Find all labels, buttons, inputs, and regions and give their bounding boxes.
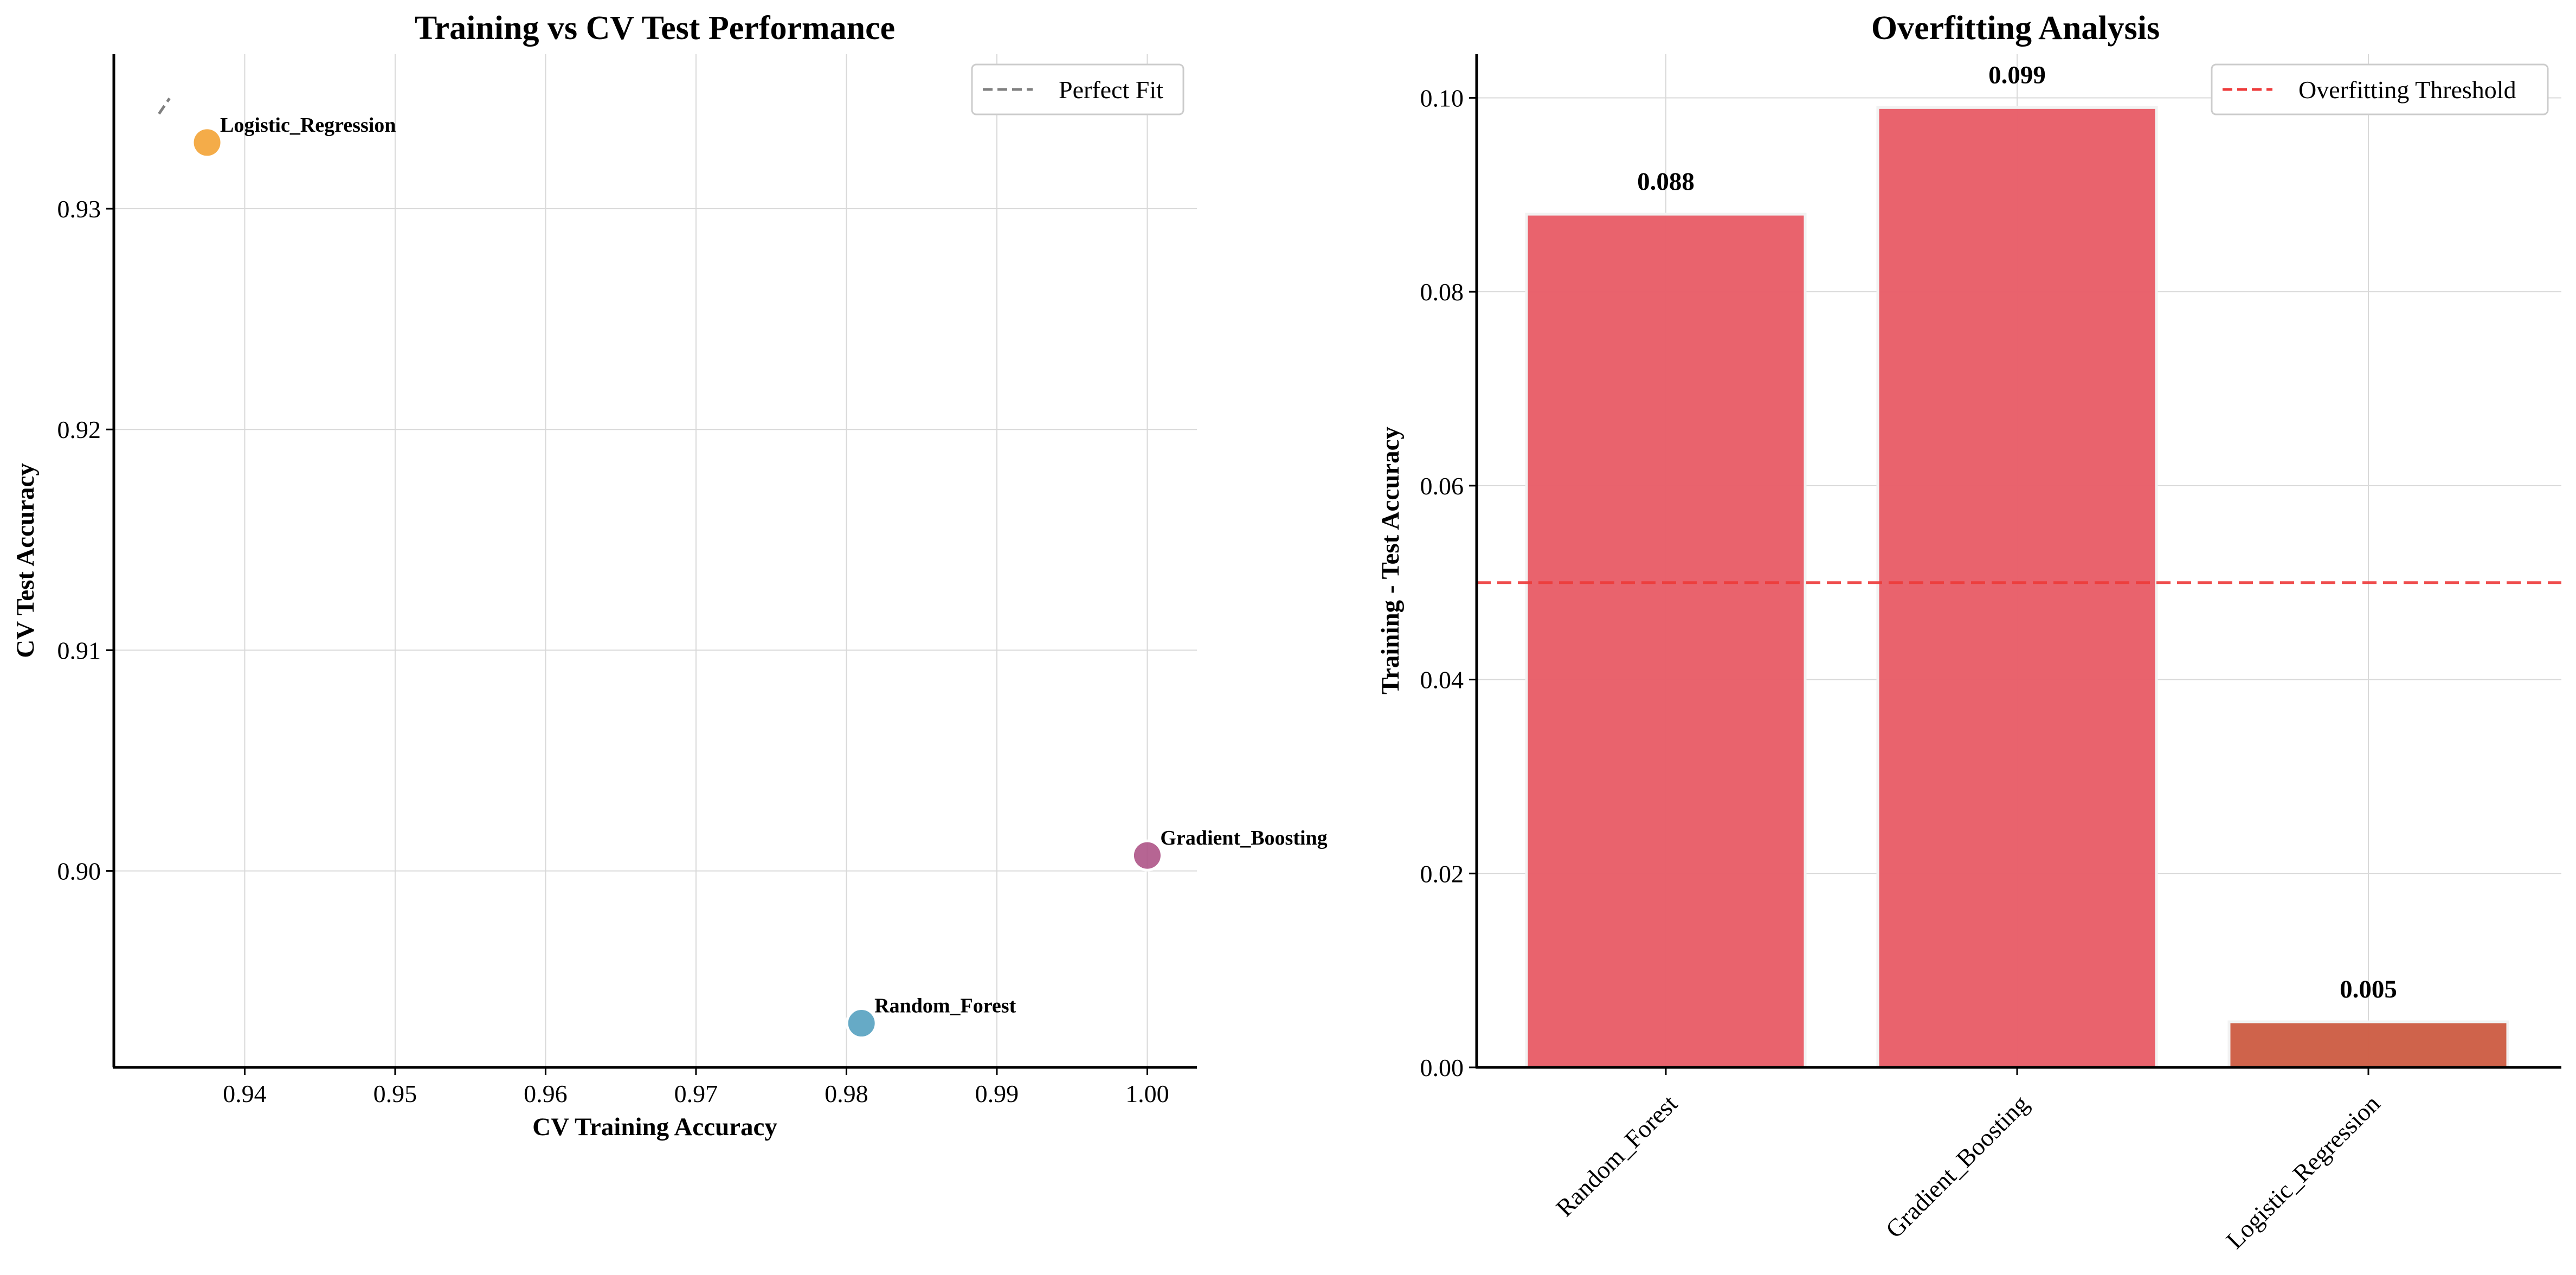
scatter-x-tick-label: 1.00	[1125, 1080, 1169, 1107]
point-label-gradient-boosting: Gradient_Boosting	[1160, 827, 1327, 849]
scatter-legend-box	[971, 63, 1184, 115]
scatter-y-tick-label: 0.91	[57, 636, 101, 664]
scatter-x-tick-label: 0.99	[975, 1080, 1019, 1107]
bar-y-tick-label: 0.10	[1420, 84, 1464, 112]
bar-logistic-regression	[2227, 1020, 2509, 1069]
scatter-x-tick-label: 0.95	[373, 1080, 417, 1107]
bar-y-axis-label: Training - Test Accuracy	[1376, 427, 1405, 694]
scatter-y-tick-label: 0.90	[57, 858, 101, 885]
bar-y-ticks: 0.00 0.02 0.04 0.06 0.08 0.10	[1420, 84, 1477, 1081]
scatter-legend: Perfect Fit	[971, 63, 1184, 115]
scatter-x-tick-label: 0.96	[524, 1080, 568, 1107]
scatter-points: Random_Forest Gradient_Boosting Logistic_R…	[191, 114, 1328, 1040]
bar-y-tick-label: 0.00	[1420, 1054, 1464, 1081]
scatter-title: Training vs CV Test Performance	[415, 10, 895, 47]
perfect-fit-line	[158, 98, 171, 115]
scatter-y-tick-label: 0.92	[57, 416, 101, 443]
bar-chart: Overfitting Analysis 0.088 0.099 0.005 Ran…	[1376, 10, 2561, 1254]
scatter-x-tick-label: 0.98	[825, 1080, 868, 1107]
bar-category-label-gradient-boosting: Gradient_Boosting	[1880, 1090, 2034, 1244]
point-label-logistic-regression: Logistic_Regression	[220, 114, 396, 137]
scatter-x-tick-label: 0.97	[674, 1080, 718, 1107]
bar-category-label-logistic-regression: Logistic_Regression	[2221, 1090, 2385, 1254]
scatter-grid	[114, 54, 1197, 1067]
perfect-fit-line-group	[158, 98, 171, 115]
point-random-forest	[845, 1007, 878, 1040]
bar-value-labels: 0.088 0.099 0.005	[1637, 61, 2397, 1003]
bar-value-label-gradient-boosting: 0.099	[1988, 61, 2046, 89]
bars	[1525, 106, 2509, 1069]
bar-gradient-boosting	[1876, 106, 2158, 1069]
scatter-x-ticks: 0.94 0.95 0.96 0.97 0.98 0.99 1.00	[223, 1067, 1169, 1107]
bar-legend: Overfitting Threshold	[2211, 63, 2549, 115]
bar-legend-box	[2211, 63, 2549, 115]
bar-random-forest	[1525, 212, 1807, 1069]
bar-category-label-random-forest: Random_Forest	[1550, 1090, 1683, 1222]
bar-y-tick-label: 0.06	[1420, 472, 1464, 500]
scatter-y-tick-label: 0.93	[57, 195, 101, 223]
point-gradient-boosting	[1131, 839, 1163, 872]
scatter-y-axis-label: CV Test Accuracy	[11, 463, 40, 658]
scatter-chart: Training vs CV Test Performance Random_F…	[11, 10, 1328, 1141]
point-logistic-regression	[191, 126, 223, 159]
point-label-random-forest: Random_Forest	[874, 995, 1016, 1018]
bar-title: Overfitting Analysis	[1871, 10, 2160, 47]
bar-y-tick-label: 0.02	[1420, 860, 1464, 887]
bar-value-label-logistic-regression: 0.005	[2340, 975, 2397, 1003]
bar-value-label-random-forest: 0.088	[1637, 168, 1695, 196]
perfect-fit-legend-label: Perfect Fit	[1059, 76, 1163, 104]
bar-y-tick-label: 0.04	[1420, 666, 1464, 694]
bar-x-ticks: Random_Forest Gradient_Boosting Logistic_R…	[1550, 1067, 2385, 1254]
threshold-legend-label: Overfitting Threshold	[2298, 76, 2516, 104]
scatter-x-tick-label: 0.94	[223, 1080, 267, 1107]
scatter-y-ticks: 0.90 0.91 0.92 0.93	[57, 195, 114, 885]
scatter-x-axis-label: CV Training Accuracy	[532, 1113, 777, 1141]
bar-y-tick-label: 0.08	[1420, 278, 1464, 306]
